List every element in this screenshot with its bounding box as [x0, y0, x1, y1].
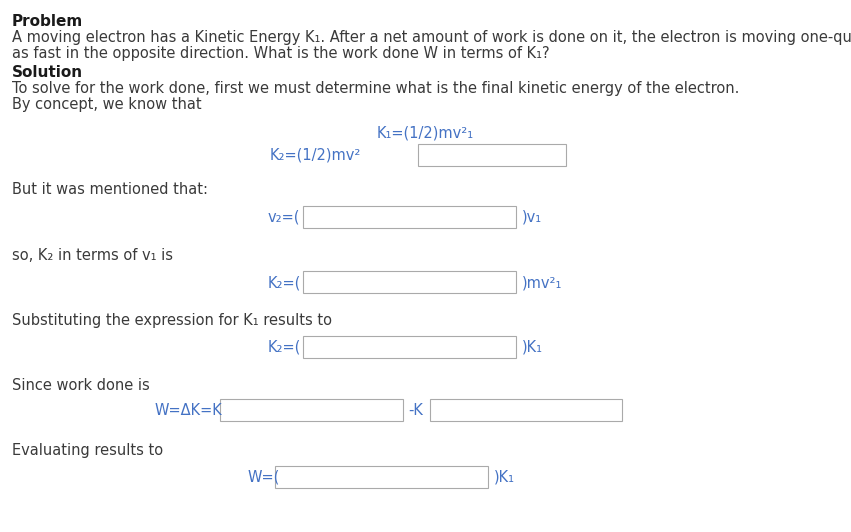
- Text: K₁=(1/2)mv²₁: K₁=(1/2)mv²₁: [376, 125, 473, 140]
- FancyBboxPatch shape: [275, 466, 488, 488]
- Text: -K: -K: [408, 403, 423, 418]
- FancyBboxPatch shape: [220, 399, 403, 421]
- Text: W=ΔK=K: W=ΔK=K: [155, 403, 223, 418]
- Text: )K₁: )K₁: [494, 470, 515, 485]
- Text: A moving electron has a Kinetic Energy K₁. After a net amount of work is done on: A moving electron has a Kinetic Energy K…: [12, 30, 851, 45]
- Text: as fast in the opposite direction. What is the work done W in terms of K₁?: as fast in the opposite direction. What …: [12, 46, 550, 61]
- Text: By concept, we know that: By concept, we know that: [12, 97, 202, 112]
- Text: )v₁: )v₁: [522, 210, 542, 225]
- Text: Solution: Solution: [12, 65, 83, 80]
- Text: Substituting the expression for K₁ results to: Substituting the expression for K₁ resul…: [12, 313, 332, 328]
- Text: K₂=(: K₂=(: [268, 275, 301, 290]
- Text: )K₁: )K₁: [522, 340, 543, 355]
- FancyBboxPatch shape: [303, 206, 516, 228]
- Text: Evaluating results to: Evaluating results to: [12, 443, 163, 458]
- Text: K₂=(: K₂=(: [268, 340, 301, 355]
- Text: W=(: W=(: [248, 470, 280, 485]
- Text: Since work done is: Since work done is: [12, 378, 150, 393]
- Text: K₂=(1/2)mv²: K₂=(1/2)mv²: [270, 148, 362, 163]
- FancyBboxPatch shape: [303, 336, 516, 358]
- FancyBboxPatch shape: [430, 399, 622, 421]
- FancyBboxPatch shape: [418, 144, 566, 166]
- Text: )mv²₁: )mv²₁: [522, 275, 563, 290]
- FancyBboxPatch shape: [303, 271, 516, 293]
- Text: To solve for the work done, first we must determine what is the final kinetic en: To solve for the work done, first we mus…: [12, 81, 740, 96]
- Text: so, K₂ in terms of v₁ is: so, K₂ in terms of v₁ is: [12, 248, 173, 263]
- Text: Problem: Problem: [12, 14, 83, 29]
- Text: v₂=(: v₂=(: [268, 210, 300, 225]
- Text: But it was mentioned that:: But it was mentioned that:: [12, 182, 208, 197]
